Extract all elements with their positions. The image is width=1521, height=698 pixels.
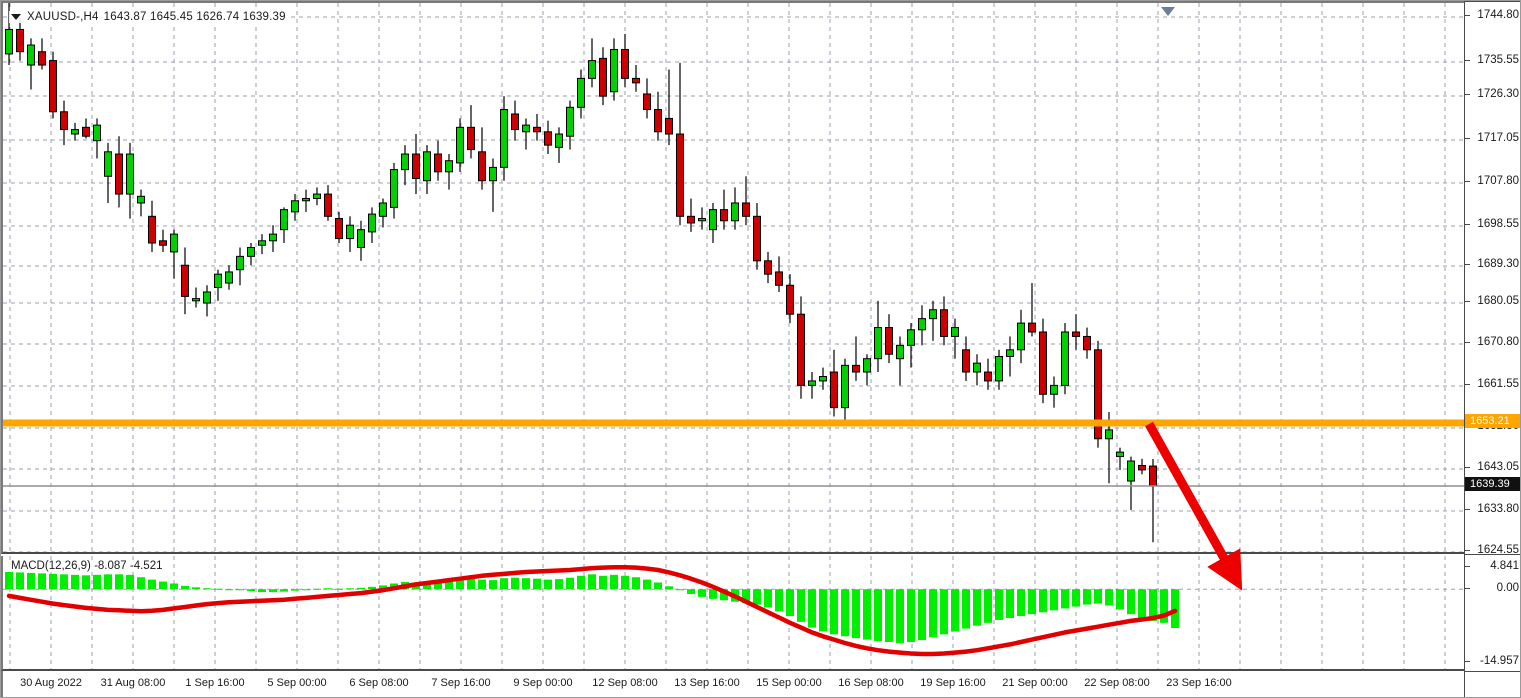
- axis-tick: [1465, 509, 1470, 510]
- symbol-label: XAUUSD-,H4: [27, 11, 99, 23]
- chart-cursor-triangle-down-icon: [1161, 7, 1175, 16]
- time-axis[interactable]: 30 Aug 2022 31 Aug 08:00 1 Sep 16:00 5 Sep …: [1, 671, 1464, 697]
- axis-tick: [1465, 224, 1470, 225]
- time-axis-label: 15 Sep 00:00: [756, 677, 822, 689]
- price-axis-label: 1744.80: [1477, 9, 1519, 21]
- price-axis-label: 1689.30: [1477, 258, 1519, 270]
- time-axis-label: 1 Sep 16:00: [185, 677, 245, 689]
- time-axis-label: 21 Sep 00:00: [1002, 677, 1068, 689]
- axis-tick: [1465, 94, 1470, 95]
- axis-tick: [1465, 384, 1470, 385]
- price-axis-label: 1624.55: [1477, 544, 1519, 556]
- price-axis-label: 1707.80: [1477, 175, 1519, 187]
- ohlc-values: 1643.87 1645.45 1626.74 1639.39: [103, 11, 286, 23]
- candlestick-series: [5, 3, 1157, 543]
- macd-axis-label: -14.957: [1479, 655, 1519, 667]
- last-price-badge[interactable]: 1639.39: [1465, 477, 1520, 491]
- time-axis-label: 9 Sep 00:00: [513, 677, 573, 689]
- macd-axis-label: 0.00: [1496, 582, 1519, 594]
- time-axis-label: 5 Sep 00:00: [267, 677, 327, 689]
- price-axis-label: 1670.80: [1477, 336, 1519, 348]
- price-axis-label: 1698.55: [1477, 218, 1519, 230]
- axis-tick: [1465, 181, 1470, 182]
- time-axis-label: 30 Aug 2022: [20, 677, 82, 689]
- macd-label: MACD(12,26,9) -8.087 -4.521: [9, 560, 165, 572]
- time-axis-label: 6 Sep 08:00: [349, 677, 409, 689]
- price-axis-label: 1661.55: [1477, 378, 1519, 390]
- axis-pane-separator: [1465, 554, 1520, 555]
- time-axis-label: 7 Sep 16:00: [431, 677, 491, 689]
- axis-tick: [1465, 60, 1470, 61]
- price-axis-label: 1633.80: [1477, 503, 1519, 515]
- triangle-down-icon[interactable]: [11, 14, 21, 20]
- time-axis-label: 16 Sep 08:00: [838, 677, 904, 689]
- time-axis-label: 19 Sep 16:00: [920, 677, 986, 689]
- time-axis-label: 22 Sep 08:00: [1084, 677, 1150, 689]
- time-axis-label: 31 Aug 08:00: [100, 677, 166, 689]
- price-chart-pane[interactable]: XAUUSD-,H4 1643.87 1645.45 1626.74 1639.…: [1, 1, 1464, 554]
- axis-tick: [1465, 342, 1470, 343]
- price-axis-label: 1680.05: [1477, 295, 1519, 307]
- time-axis-label: 12 Sep 08:00: [592, 677, 658, 689]
- time-axis-label: 23 Sep 16:00: [1166, 677, 1232, 689]
- axis-tick: [1465, 264, 1470, 265]
- macd-series: [5, 564, 1179, 657]
- axis-tick: [1465, 467, 1470, 468]
- axis-tick: [1465, 550, 1470, 551]
- price-axis-label: 1643.05: [1477, 461, 1519, 473]
- axis-tick: [1465, 566, 1470, 567]
- price-level-lines[interactable]: [3, 3, 1464, 554]
- price-grid: [3, 3, 1464, 552]
- axis-pane-separator: [1465, 1, 1520, 2]
- price-level-badge[interactable]: 1653.21: [1465, 414, 1520, 428]
- macd-axis-label: 4.841: [1490, 560, 1519, 572]
- price-axis-label: 1726.30: [1477, 88, 1519, 100]
- symbol-header: XAUUSD-,H4 1643.87 1645.45 1626.74 1639.…: [9, 11, 288, 23]
- axis-tick: [1465, 138, 1470, 139]
- axis-tick: [1465, 15, 1470, 16]
- axis-tick: [1465, 661, 1470, 662]
- axis-tick: [1465, 588, 1470, 589]
- axis-tick: [1465, 301, 1470, 302]
- price-axis-label: 1717.05: [1477, 132, 1519, 144]
- price-axis-label: 1735.55: [1477, 54, 1519, 66]
- time-axis-label: 13 Sep 16:00: [674, 677, 740, 689]
- macd-indicator-pane[interactable]: MACD(12,26,9) -8.087 -4.521: [1, 556, 1464, 671]
- axis-pane-separator: [1465, 671, 1520, 672]
- price-axis[interactable]: 1744.80 1735.55 1726.30 1717.05 1707.80 1698.…: [1464, 1, 1520, 697]
